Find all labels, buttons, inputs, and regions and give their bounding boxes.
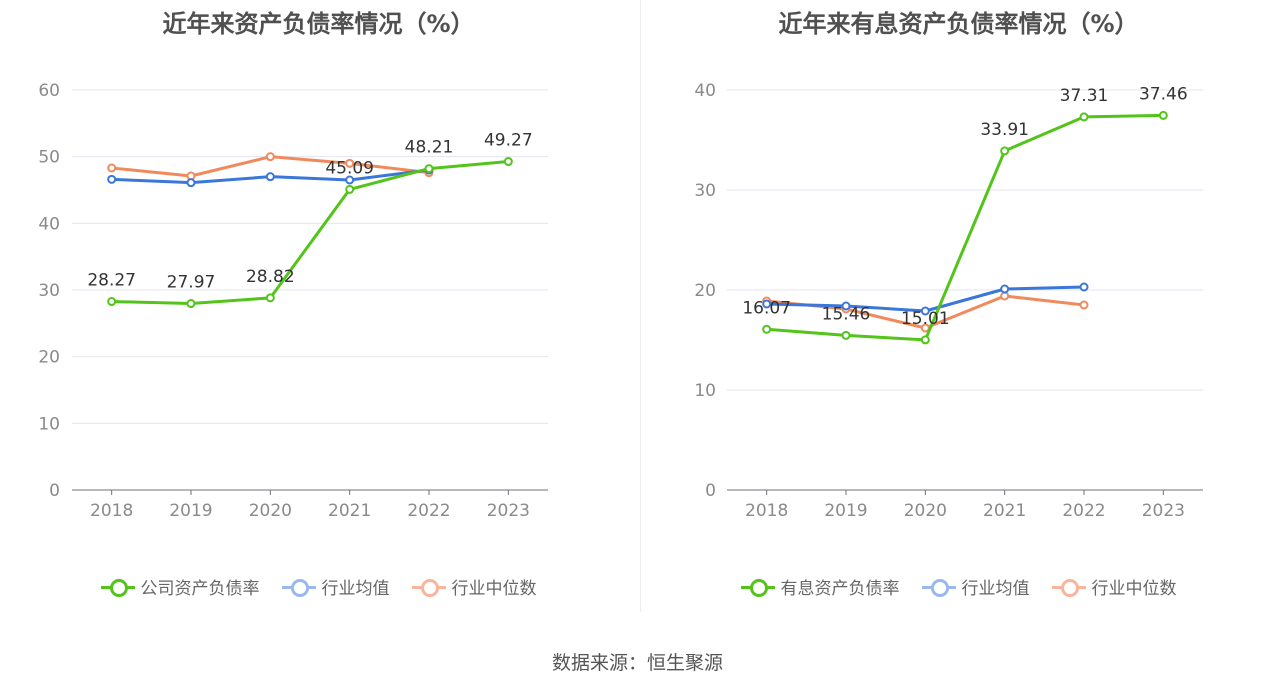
legend-item-industry-mean[interactable]: 行业均值: [281, 574, 390, 599]
x-tick-label: 2020: [249, 501, 292, 521]
data-label: 28.27: [87, 271, 136, 291]
data-point: [920, 335, 930, 345]
data-point: [265, 293, 275, 303]
data-point: [107, 297, 117, 307]
data-point: [186, 299, 196, 309]
chart-title: 近年来有息资产负债率情况（%）: [778, 10, 1139, 38]
series-line: [766, 113, 1164, 342]
y-tick-label: 50: [38, 148, 60, 168]
y-tick-label: 40: [38, 214, 60, 234]
y-tick-label: 20: [694, 281, 716, 301]
data-label: 27.97: [167, 273, 216, 293]
legend-line-marker-icon: [281, 577, 316, 597]
data-point: [503, 157, 513, 167]
y-tick-label: 0: [705, 481, 716, 501]
data-point: [345, 158, 355, 168]
x-tick-label: 2020: [904, 501, 947, 521]
data-label: 48.21: [405, 138, 454, 158]
data-point: [1000, 291, 1010, 301]
y-tick-label: 0: [49, 481, 60, 501]
right-chart-panel: 近年来有息资产负债率情况（%） 0 10 20 30 40 2018 2019 2020 202…: [640, 0, 1275, 615]
x-tick-label: 2018: [90, 501, 133, 521]
legend-line-marker-icon: [740, 577, 775, 597]
x-tick-label: 2023: [1142, 501, 1185, 521]
y-tick-label: 40: [694, 81, 716, 101]
series-line: [111, 160, 509, 306]
legend-label: 行业均值: [321, 579, 390, 599]
chart-legend: 有息资产负债率 行业均值 行业中位数: [640, 574, 1275, 599]
data-label: 45.09: [325, 158, 374, 178]
data-point: [186, 178, 196, 188]
data-point: [1000, 284, 1010, 294]
y-tick-label: 20: [38, 348, 60, 368]
legend-label: 行业均值: [961, 579, 1030, 599]
chart-title: 近年来资产负债率情况（%）: [162, 10, 475, 38]
x-tick-label: 2021: [983, 501, 1026, 521]
data-label: 33.91: [980, 120, 1029, 140]
y-tick-label: 10: [694, 381, 716, 401]
x-tick-label: 2019: [824, 501, 867, 521]
x-tick-label: 2021: [328, 501, 371, 521]
y-tick-label: 10: [38, 414, 60, 434]
legend-line-marker-icon: [1051, 577, 1086, 597]
left-chart-panel: 近年来资产负债率情况（%） 0 10 20 30 40 50 60 2018 2019 2020 2…: [0, 0, 637, 615]
chart-legend: 公司资产负债率 行业均值 行业中位数: [0, 574, 637, 599]
data-point: [107, 174, 117, 184]
interest-bearing-debt-ratio-chart: 0 10 20 30 40 2018 2019 2020 2021 2022 2023 16.07 15…: [694, 81, 1203, 521]
legend-label: 有息资产负债率: [780, 579, 900, 599]
data-point: [762, 299, 772, 309]
legend-line-marker-icon: [411, 577, 446, 597]
data-point: [1079, 282, 1089, 292]
data-point: [841, 330, 851, 340]
data-point: [762, 324, 772, 334]
legend-item-company[interactable]: 有息资产负债率: [740, 574, 900, 599]
data-label: 37.46: [1139, 84, 1188, 104]
data-point: [1079, 300, 1089, 310]
data-source-note: 数据来源：恒生聚源: [551, 652, 723, 674]
data-label: 15.46: [822, 304, 871, 324]
y-tick-label: 60: [38, 81, 60, 101]
data-label: 37.31: [1060, 86, 1109, 106]
data-point: [345, 184, 355, 194]
data-point: [1000, 146, 1010, 156]
legend-item-industry-median[interactable]: 行业中位数: [1051, 574, 1177, 599]
x-tick-label: 2019: [169, 501, 212, 521]
data-label: 28.82: [246, 267, 295, 287]
data-label: 15.01: [901, 309, 950, 329]
legend-label: 行业中位数: [1091, 579, 1177, 599]
legend-label: 公司资产负债率: [140, 579, 260, 599]
data-label: 16.07: [742, 298, 791, 318]
data-point: [107, 163, 117, 173]
legend-item-company[interactable]: 公司资产负债率: [100, 574, 260, 599]
data-point: [424, 164, 434, 174]
x-tick-label: 2022: [407, 501, 450, 521]
legend-label: 行业中位数: [451, 579, 537, 599]
data-point: [265, 172, 275, 182]
legend-line-marker-icon: [921, 577, 956, 597]
panel-divider: [640, 0, 641, 612]
x-tick-label: 2018: [745, 501, 788, 521]
legend-item-industry-mean[interactable]: 行业均值: [921, 574, 1030, 599]
data-label: 49.27: [484, 131, 533, 151]
x-tick-label: 2023: [487, 501, 530, 521]
data-point: [1158, 110, 1168, 120]
y-tick-label: 30: [38, 281, 60, 301]
data-point: [265, 152, 275, 162]
y-tick-label: 30: [694, 181, 716, 201]
data-point: [920, 306, 930, 316]
data-point: [841, 301, 851, 311]
x-tick-label: 2022: [1062, 501, 1105, 521]
debt-ratio-chart: 0 10 20 30 40 50 60 2018 2019 2020 2021 2022 2023 28.…: [38, 81, 548, 521]
legend-item-industry-median[interactable]: 行业中位数: [411, 574, 537, 599]
data-point: [1079, 112, 1089, 122]
data-point: [345, 175, 355, 185]
legend-line-marker-icon: [100, 577, 135, 597]
